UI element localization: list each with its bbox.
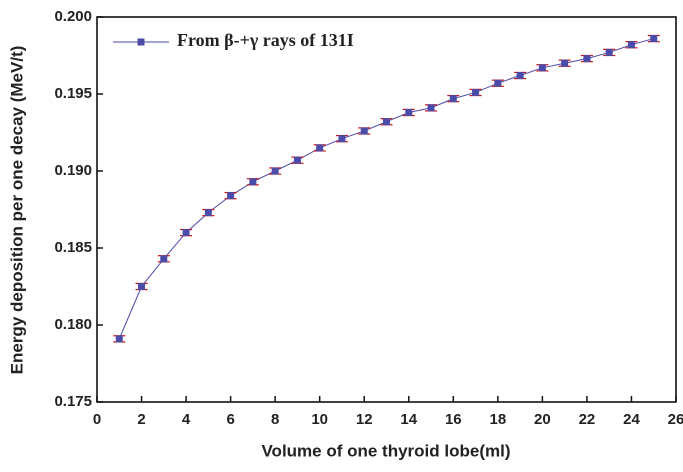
- x-tick-label: 20: [534, 411, 551, 428]
- marker: [360, 127, 368, 135]
- x-tick-label: 8: [271, 411, 279, 428]
- marker: [293, 156, 301, 164]
- x-tick-label: 18: [490, 411, 507, 428]
- marker: [516, 72, 524, 80]
- y-tick-label: 0.180: [54, 316, 92, 333]
- marker: [115, 335, 123, 343]
- x-tick-label: 14: [400, 411, 417, 428]
- y-tick-label: 0.175: [54, 393, 92, 410]
- x-axis-title: Volume of one thyroid lobe(ml): [261, 441, 510, 460]
- marker: [538, 64, 546, 72]
- x-tick-label: 22: [579, 411, 596, 428]
- x-tick-label: 26: [668, 411, 683, 428]
- marker: [249, 178, 257, 186]
- x-tick-label: 6: [226, 411, 234, 428]
- x-tick-label: 0: [93, 411, 101, 428]
- legend-label: From β-+γ rays of 131I: [177, 30, 354, 50]
- x-tick-label: 10: [311, 411, 328, 428]
- marker: [561, 59, 569, 67]
- y-tick-label: 0.200: [54, 8, 92, 25]
- marker: [494, 79, 502, 87]
- y-axis-title: Energy deposition per one decay (MeV/t): [7, 46, 26, 375]
- marker: [182, 229, 190, 237]
- marker: [449, 95, 457, 103]
- y-tick-label: 0.185: [54, 239, 92, 256]
- x-tick-label: 2: [137, 411, 145, 428]
- x-tick-label: 16: [445, 411, 462, 428]
- marker: [472, 88, 480, 96]
- marker: [427, 104, 435, 112]
- marker: [138, 283, 146, 290]
- series-line: [118, 38, 654, 340]
- x-tick-label: 4: [182, 411, 191, 428]
- marker: [338, 135, 346, 143]
- marker: [650, 35, 658, 43]
- plot-frame: [96, 16, 677, 403]
- y-tick-label: 0.195: [54, 85, 92, 102]
- x-tick-label: 12: [356, 411, 373, 428]
- legend-marker: [137, 38, 145, 46]
- marker: [160, 255, 168, 263]
- marker: [627, 41, 635, 49]
- x-tick-label: 24: [623, 411, 640, 428]
- marker: [605, 48, 613, 56]
- y-tick-label: 0.190: [54, 162, 92, 179]
- marker: [271, 167, 279, 175]
- marker: [383, 118, 390, 126]
- marker: [583, 55, 591, 63]
- marker: [227, 192, 235, 200]
- marker: [316, 144, 324, 152]
- marker: [405, 108, 413, 116]
- marker: [204, 209, 212, 217]
